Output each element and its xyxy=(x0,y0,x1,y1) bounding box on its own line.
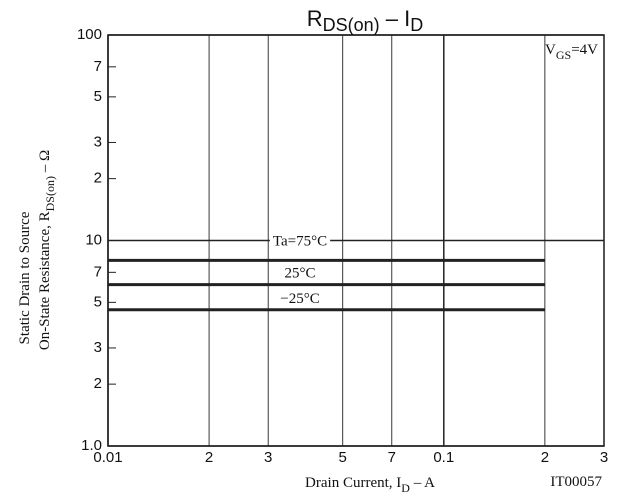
y-tick-label: 2 xyxy=(94,170,102,187)
y-tick-label: 3 xyxy=(94,133,102,150)
y-axis-label-part: DS(on) xyxy=(43,176,57,211)
annotation-part: V xyxy=(545,42,556,58)
y-tick-label: 10 xyxy=(85,232,102,249)
annotation: VGS=4V xyxy=(545,42,598,62)
x-tick-label: 0.1 xyxy=(433,449,454,466)
y-tick-label: 5 xyxy=(94,88,102,105)
y-tick-label: 5 xyxy=(94,293,102,310)
annotation-part: =4V xyxy=(571,42,598,58)
y-axis-label: Static Drain to Source xyxy=(17,211,33,344)
chart-title-part: D xyxy=(410,15,423,35)
x-tick-label: 2 xyxy=(541,449,549,466)
series-label: Ta=75°C xyxy=(273,233,327,249)
y-axis-label: On-State Resistance, RDS(on) – Ω xyxy=(37,150,57,350)
y-axis-label-part: – Ω xyxy=(37,150,53,176)
figure-code: IT00057 xyxy=(550,474,602,490)
y-tick-label: 7 xyxy=(94,263,102,280)
x-tick-label: 5 xyxy=(339,449,347,466)
y-tick-label: 1.0 xyxy=(81,437,102,454)
y-axis-label-part: On-State Resistance, R xyxy=(37,211,53,350)
annotation-part: GS xyxy=(556,48,571,62)
series-label-bg xyxy=(277,290,323,307)
y-tick-label: 2 xyxy=(94,375,102,392)
x-tick-label: 2 xyxy=(205,449,213,466)
series-label-bg xyxy=(281,265,319,282)
y-tick-label: 3 xyxy=(94,339,102,356)
y-tick-label: 7 xyxy=(94,58,102,75)
x-tick-label: 3 xyxy=(600,449,608,466)
x-tick-label: 3 xyxy=(264,449,272,466)
chart-title-part: – I xyxy=(380,6,411,31)
y-tick-label: 100 xyxy=(77,26,102,43)
series-label-bg xyxy=(269,233,331,250)
series-label: −25°C xyxy=(280,291,319,307)
x-tick-label: 7 xyxy=(388,449,396,466)
chart-title: RDS(on) – ID xyxy=(307,6,423,35)
x-axis-label: Drain Current, ID – A xyxy=(305,475,435,495)
chart-title-part: R xyxy=(307,6,323,31)
series-label: 25°C xyxy=(284,266,315,282)
x-axis-label-part: Drain Current, I xyxy=(305,475,401,491)
x-axis-label-part: D xyxy=(401,481,410,495)
chart-title-part: DS(on) xyxy=(323,15,380,35)
x-axis-label-part: – A xyxy=(410,475,435,491)
x-tick-label: 0.01 xyxy=(93,449,122,466)
